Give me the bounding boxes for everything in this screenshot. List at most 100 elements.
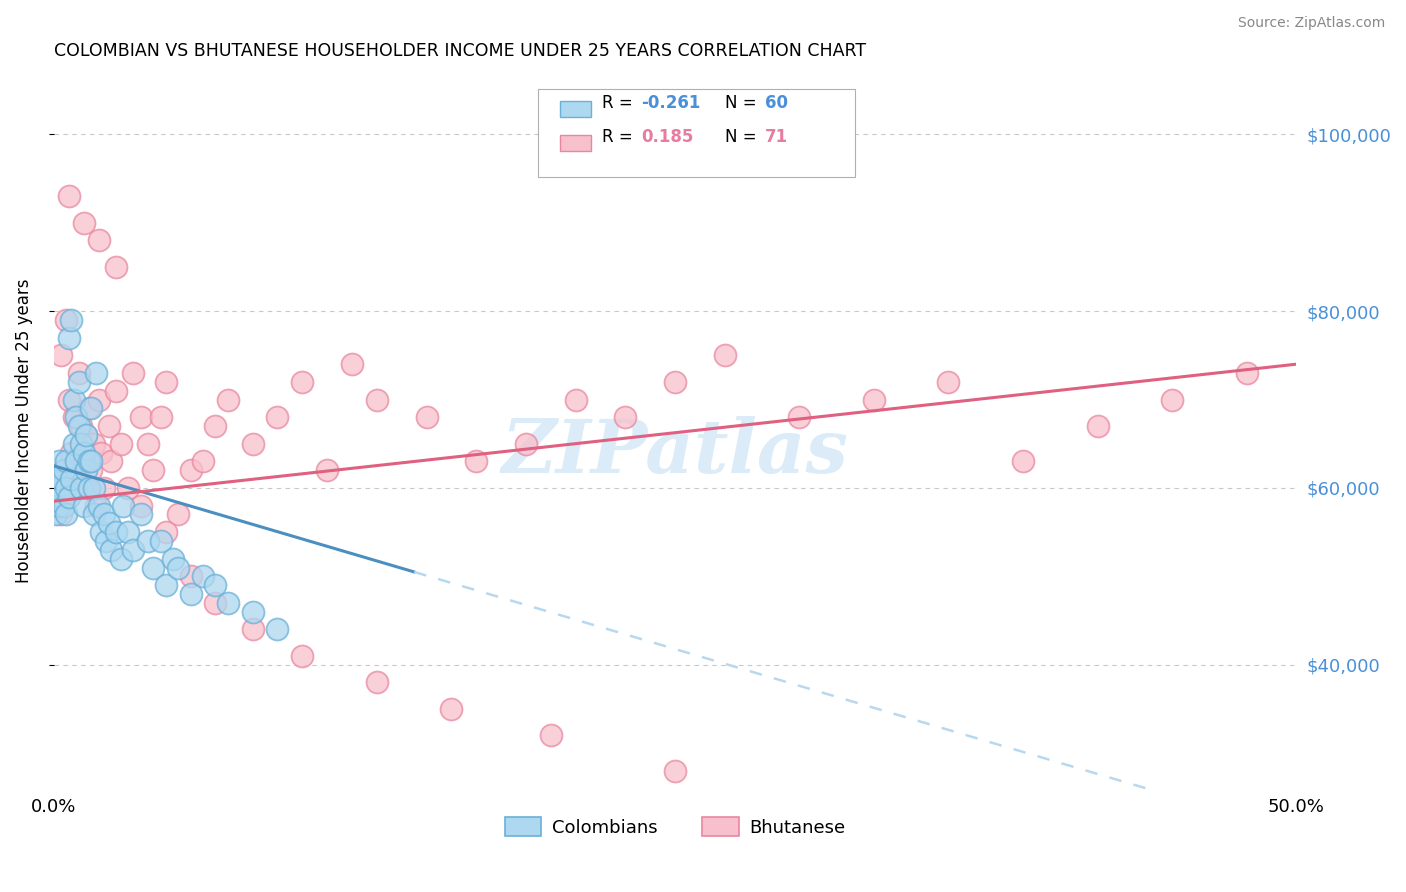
Point — [1012, 454, 1035, 468]
Point — [104, 384, 127, 398]
Point — [62, 410, 84, 425]
Point — [104, 525, 127, 540]
Text: -0.261: -0.261 — [641, 94, 700, 112]
Point — [51, 348, 73, 362]
Point — [87, 392, 110, 407]
Text: 71: 71 — [765, 128, 787, 145]
Point — [58, 331, 80, 345]
Point — [155, 578, 177, 592]
Point — [55, 454, 77, 468]
Point — [316, 463, 339, 477]
Point — [204, 578, 226, 592]
Point — [45, 490, 67, 504]
Point — [122, 542, 145, 557]
Point — [191, 569, 214, 583]
Point — [664, 764, 686, 778]
Point — [142, 463, 165, 477]
Point — [72, 445, 94, 459]
Point — [58, 189, 80, 203]
Text: 0.185: 0.185 — [641, 128, 693, 145]
Point — [80, 463, 103, 477]
Point — [77, 401, 100, 416]
Point — [72, 454, 94, 468]
Point — [217, 596, 239, 610]
Point — [97, 419, 120, 434]
Text: R =: R = — [602, 94, 638, 112]
Point — [60, 445, 83, 459]
Point — [67, 366, 90, 380]
Point — [58, 392, 80, 407]
Point — [48, 499, 70, 513]
Point — [938, 375, 960, 389]
Text: N =: N = — [725, 94, 762, 112]
Point — [142, 560, 165, 574]
Point — [65, 481, 87, 495]
Point — [87, 499, 110, 513]
Point — [93, 481, 115, 495]
Point — [77, 454, 100, 468]
Point — [789, 410, 811, 425]
Point — [204, 596, 226, 610]
Point — [162, 551, 184, 566]
Point — [52, 499, 75, 513]
Point — [242, 436, 264, 450]
Point — [97, 516, 120, 531]
Point — [90, 445, 112, 459]
Text: R =: R = — [602, 128, 643, 145]
Point — [67, 375, 90, 389]
Point — [83, 508, 105, 522]
Point — [136, 533, 159, 548]
Point — [266, 410, 288, 425]
Point — [440, 702, 463, 716]
Point — [51, 508, 73, 522]
Point — [515, 436, 537, 450]
Legend: Colombians, Bhutanese: Colombians, Bhutanese — [498, 810, 852, 844]
Point — [167, 560, 190, 574]
Point — [155, 525, 177, 540]
Point — [110, 436, 132, 450]
Point — [72, 216, 94, 230]
Point — [366, 675, 388, 690]
Point — [65, 454, 87, 468]
Point — [149, 410, 172, 425]
Point — [204, 419, 226, 434]
Point — [564, 392, 586, 407]
Point — [714, 348, 737, 362]
Point — [55, 313, 77, 327]
Point — [70, 436, 93, 450]
Point — [87, 234, 110, 248]
Point — [155, 375, 177, 389]
Point — [415, 410, 437, 425]
Point — [465, 454, 488, 468]
Point — [100, 454, 122, 468]
Point — [291, 648, 314, 663]
Point — [75, 463, 97, 477]
Text: ZIPatlas: ZIPatlas — [502, 416, 849, 488]
Point — [94, 533, 117, 548]
Point — [84, 366, 107, 380]
Point — [70, 419, 93, 434]
Point — [45, 481, 67, 495]
Point — [55, 508, 77, 522]
Text: 60: 60 — [765, 94, 787, 112]
Point — [1161, 392, 1184, 407]
Point — [48, 481, 70, 495]
Point — [65, 410, 87, 425]
Point — [67, 419, 90, 434]
Point — [62, 392, 84, 407]
Point — [77, 481, 100, 495]
Point — [217, 392, 239, 407]
Point — [60, 472, 83, 486]
Point — [366, 392, 388, 407]
Point — [614, 410, 637, 425]
Point — [191, 454, 214, 468]
Point — [291, 375, 314, 389]
Point — [136, 436, 159, 450]
Point — [80, 454, 103, 468]
Point — [180, 569, 202, 583]
Point — [84, 499, 107, 513]
Point — [80, 401, 103, 416]
Point — [45, 508, 67, 522]
Point — [51, 490, 73, 504]
Point — [72, 499, 94, 513]
